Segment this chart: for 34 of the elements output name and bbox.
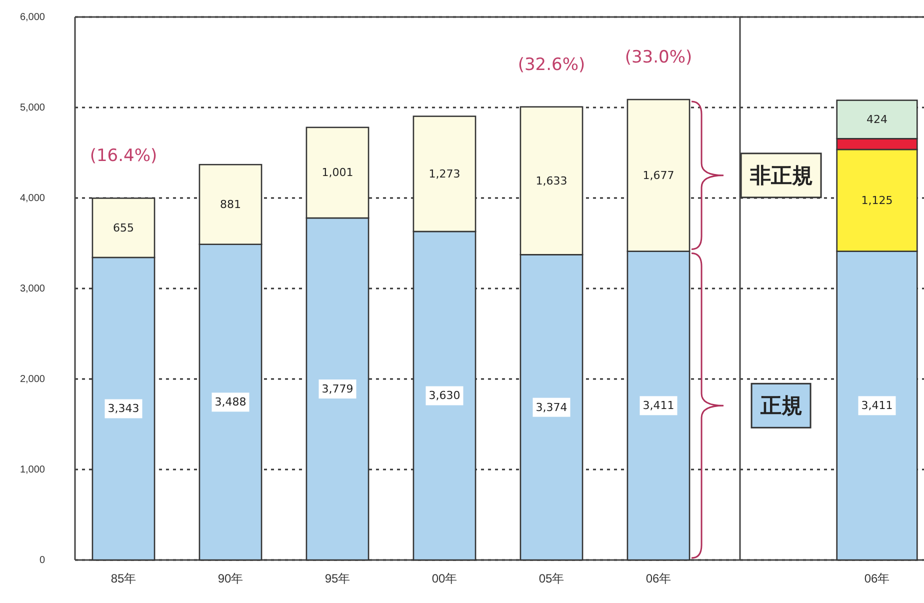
x-tick-label: 06年: [646, 572, 672, 586]
y-tick-label: 5,000: [20, 102, 46, 114]
data-label: 3,488: [214, 396, 246, 409]
y-tick-label: 4,000: [20, 193, 46, 204]
data-label: 1,125: [861, 194, 893, 207]
data-label: 424: [866, 112, 888, 126]
x-tick-label: 85年: [110, 572, 136, 586]
data-label: 1,677: [642, 168, 674, 182]
data-label: 881: [220, 198, 241, 211]
x-tick-label: 05年: [538, 572, 564, 586]
y-tick-label: 1,000: [20, 464, 46, 476]
data-label: 3,411: [642, 399, 674, 412]
text: 正規: [760, 394, 803, 418]
x-tick-label: 00年: [432, 572, 458, 586]
annotation: (16.4%): [90, 146, 158, 166]
x-tick-label: 06年: [864, 572, 890, 586]
x-tick-label: 90年: [218, 572, 244, 586]
text: 非正規: [749, 163, 814, 188]
annotation: (32.6%): [518, 54, 586, 75]
y-tick-label: 2,000: [20, 374, 46, 386]
y-tick-label: 6,000: [20, 12, 46, 24]
data-label: 3,411: [861, 399, 893, 412]
data-label: 3,630: [428, 389, 460, 402]
data-label: 1,273: [428, 167, 460, 180]
y-tick-label: 0: [39, 555, 46, 566]
y-tick-label: 3,000: [20, 284, 46, 295]
data-label: 3,343: [108, 402, 140, 416]
annotation: (33.0%): [624, 48, 692, 68]
x-tick-label: 95年: [324, 572, 350, 586]
data-label: 655: [113, 221, 134, 234]
data-label: 3,374: [536, 400, 568, 414]
data-label: 3,779: [322, 382, 354, 396]
data-label: 1,633: [536, 174, 568, 188]
data-label: 1,001: [322, 166, 354, 180]
